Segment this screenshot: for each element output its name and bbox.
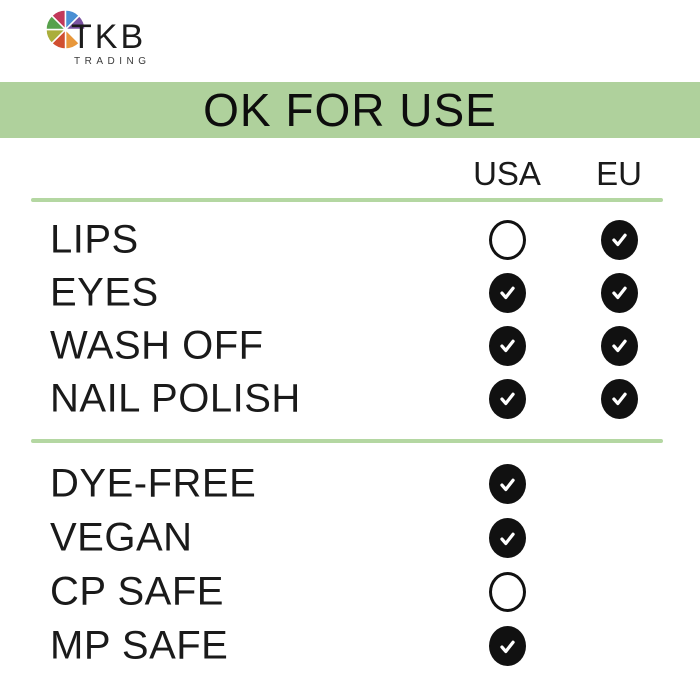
table-row: VEGAN [0, 511, 700, 565]
column-headers: USA EU [0, 152, 700, 196]
usa-cell [471, 518, 543, 558]
empty-circle-icon [488, 572, 526, 612]
row-label: CP SAFE [50, 569, 224, 614]
table-row: DYE-FREE [0, 457, 700, 511]
check-icon [488, 626, 526, 666]
divider-middle [31, 439, 663, 443]
tkb-logo: TKB TRADING [0, 0, 220, 80]
row-label: LIPS [50, 217, 139, 261]
check-icon [600, 378, 638, 419]
check-icon [600, 219, 638, 260]
eu-cell [590, 219, 648, 260]
check-icon [488, 378, 526, 419]
check-icon [600, 325, 638, 366]
usa-cell [471, 572, 543, 612]
table-row: EYES [0, 266, 700, 319]
title-banner: OK FOR USE [0, 82, 700, 138]
check-icon [488, 464, 526, 504]
table-row: LIPS [0, 213, 700, 266]
color-wheel-icon [45, 9, 86, 50]
row-label: VEGAN [50, 515, 193, 560]
table-row: WASH OFF [0, 319, 700, 372]
check-icon [488, 518, 526, 558]
empty-circle-icon [488, 219, 526, 260]
row-label: MP SAFE [50, 623, 229, 668]
usa-cell [471, 219, 543, 260]
row-label: DYE-FREE [50, 461, 257, 506]
table-section-attributes: DYE-FREE VEGAN CP SAFE MP SAFE [0, 457, 700, 673]
column-header-eu: EU [596, 155, 642, 192]
check-icon [600, 272, 638, 313]
table-section-usage: LIPS EYES WASH OFF NAIL POLISH [0, 213, 700, 425]
usa-cell [471, 325, 543, 366]
check-icon [488, 272, 526, 313]
brand-subtitle: TRADING [74, 56, 151, 67]
row-label: NAIL POLISH [50, 376, 301, 420]
column-header-usa: USA [473, 155, 541, 192]
table-row: NAIL POLISH [0, 372, 700, 425]
table-row: CP SAFE [0, 565, 700, 619]
check-icon [488, 325, 526, 366]
row-label: EYES [50, 270, 159, 314]
eu-cell [590, 325, 648, 366]
usa-cell [471, 626, 543, 666]
table-row: MP SAFE [0, 619, 700, 673]
usa-cell [471, 464, 543, 504]
usa-cell [471, 272, 543, 313]
usa-cell [471, 378, 543, 419]
page-title: OK FOR USE [203, 84, 497, 136]
eu-cell [590, 272, 648, 313]
row-label: WASH OFF [50, 323, 264, 367]
brand-name: TKB [71, 18, 147, 56]
divider-top [31, 198, 663, 202]
eu-cell [590, 378, 648, 419]
